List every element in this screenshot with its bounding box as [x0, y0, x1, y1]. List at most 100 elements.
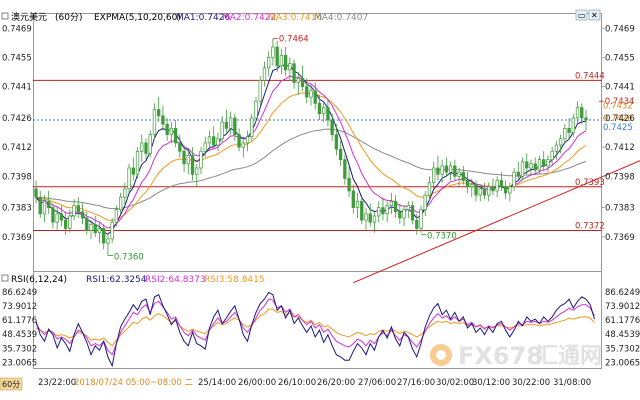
candle: [63, 211, 68, 235]
candle-up: [575, 107, 580, 119]
candle: [444, 157, 449, 177]
candle-up: [406, 205, 410, 211]
candle: [542, 151, 546, 171]
candle: [423, 190, 427, 216]
candle-down: [533, 163, 537, 171]
candle-down: [190, 155, 195, 175]
candle: [322, 101, 326, 123]
candle: [140, 134, 144, 162]
candle: [410, 201, 415, 225]
rsi-indicator-name: RSI(6,12,24): [11, 275, 67, 285]
x-tick-label: 30/12:00: [472, 378, 510, 388]
candle-up: [372, 215, 377, 223]
candle-down: [326, 107, 330, 121]
candle-down: [398, 211, 402, 219]
candle-up: [267, 57, 271, 69]
candle-up: [364, 213, 368, 221]
candle: [305, 78, 309, 104]
candle: [503, 180, 508, 200]
candle: [279, 49, 284, 75]
y-tick-left: 0.7398: [2, 172, 32, 182]
candle: [389, 193, 394, 214]
candle-up: [279, 55, 284, 67]
candle: [203, 136, 207, 158]
candle-down: [474, 184, 478, 196]
candle: [453, 159, 457, 181]
candle: [97, 222, 102, 244]
candle: [42, 195, 47, 223]
candle-down: [212, 136, 216, 146]
candle-up: [377, 207, 381, 217]
candle-up: [432, 167, 436, 183]
restore-button[interactable]: [575, 9, 588, 21]
candle: [131, 157, 135, 181]
period-button[interactable]: [0, 377, 23, 391]
candle: [474, 180, 478, 202]
candle: [300, 65, 305, 91]
candle-down: [237, 134, 241, 148]
candle: [457, 167, 461, 187]
candle-up: [106, 238, 110, 244]
rsi-y-tick-left: 86.6249: [2, 288, 37, 298]
candle-up: [457, 171, 461, 177]
candle: [317, 94, 322, 121]
candle: [89, 220, 93, 239]
candle-up: [207, 136, 212, 144]
watermark: FX678 汇通网: [430, 342, 602, 370]
candle: [80, 203, 85, 225]
candle: [470, 178, 474, 198]
rsi2-line: [35, 298, 595, 356]
candle-down: [224, 121, 229, 129]
candle: [554, 140, 559, 160]
x-tick-label: 26/00:00: [238, 378, 276, 388]
candle: [38, 190, 42, 219]
candle-up: [389, 201, 394, 206]
candle: [478, 184, 482, 202]
candle: [372, 211, 377, 233]
candle: [525, 153, 529, 175]
rsi-legend-box-icon: [1, 274, 9, 282]
candle: [292, 59, 296, 89]
candle-down: [233, 117, 237, 135]
annotation-label: 0.7434: [605, 97, 635, 107]
price-panel: 0.7444 0.7393 0.7372 0.7464 0.7434 0.7360 0.73…: [33, 35, 640, 284]
candle-up: [195, 167, 199, 175]
close-button[interactable]: [588, 9, 601, 21]
candle: [55, 207, 59, 231]
candle: [571, 113, 575, 137]
candle: [465, 172, 470, 194]
candle: [343, 155, 347, 185]
rsi3-line: [35, 308, 595, 347]
candle-up: [127, 167, 131, 190]
rsi-y-tick-right: 61.1776: [605, 316, 640, 326]
candle: [186, 149, 190, 175]
candle: [216, 132, 220, 152]
candle-up: [309, 90, 313, 98]
plot-frame: [33, 13, 602, 369]
candle-down: [461, 171, 465, 181]
candle-down: [381, 207, 385, 215]
y-tick-left: 0.7441: [2, 83, 32, 93]
y-tick-left: 0.7383: [2, 204, 32, 214]
candle-down: [368, 213, 372, 223]
candle-down: [93, 223, 97, 233]
candle: [313, 82, 317, 110]
candle-up: [228, 117, 233, 129]
candle-up: [220, 121, 224, 140]
candle: [148, 130, 152, 158]
candle: [487, 182, 491, 202]
candle: [199, 147, 203, 175]
candle: [402, 205, 406, 227]
indicator-name: EXPMA(5,10,20,60): [94, 13, 181, 23]
candle-down: [453, 165, 457, 177]
candle-up: [254, 100, 258, 119]
rsi3-label: RSI3:58.8415: [204, 275, 265, 285]
candle: [529, 159, 533, 177]
rsi-y-tick-right: 35.7302: [605, 344, 640, 354]
candle-up: [558, 138, 563, 146]
x-tick-label: 31/08:00: [553, 378, 591, 388]
candle: [258, 76, 262, 106]
candle: [440, 159, 444, 183]
x-tick-label: 27/16:00: [397, 378, 435, 388]
